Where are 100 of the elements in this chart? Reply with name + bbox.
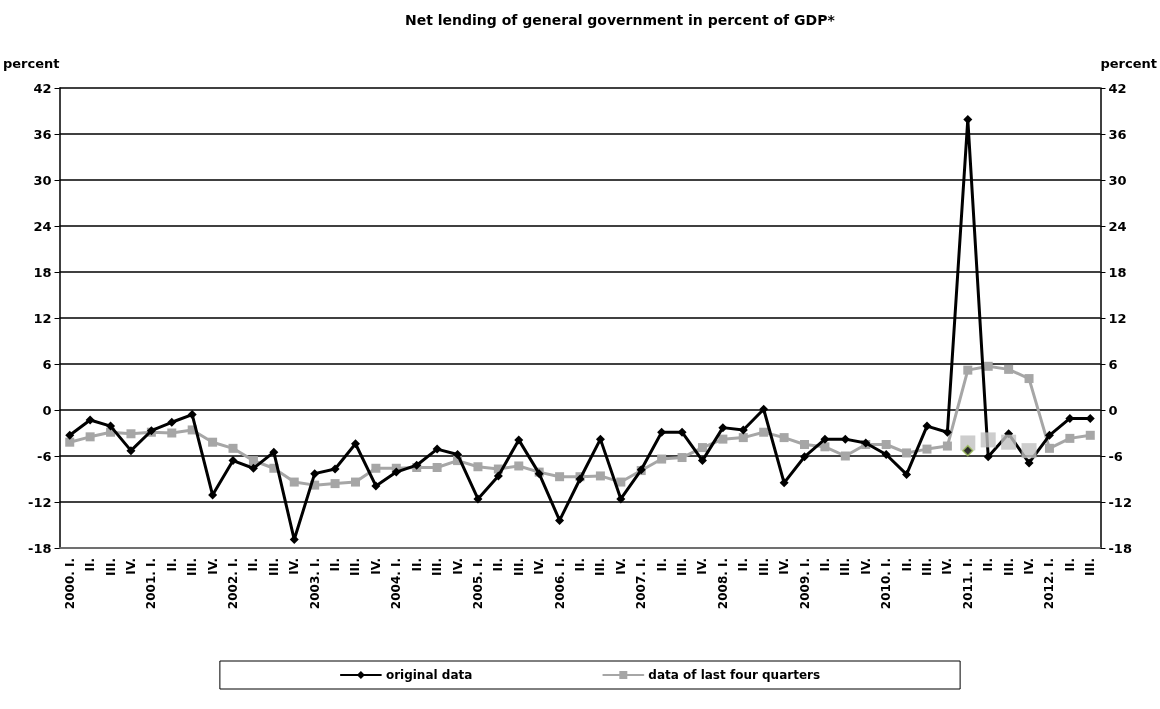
x-tick-label: IV. bbox=[287, 558, 302, 575]
x-tick-label: III. bbox=[430, 558, 445, 576]
point bbox=[106, 421, 116, 431]
point bbox=[310, 469, 320, 479]
x-tick-label: II. bbox=[491, 558, 506, 572]
point bbox=[677, 427, 687, 437]
x-tick-label: III. bbox=[593, 558, 608, 576]
point bbox=[514, 435, 524, 445]
y-tick-label: 42 bbox=[33, 80, 52, 96]
x-tick-label: II. bbox=[328, 558, 343, 572]
x-tick-label: 2004. I. bbox=[389, 558, 404, 610]
x-tick-label: II. bbox=[409, 558, 424, 572]
x-tick-label: IV. bbox=[123, 558, 138, 575]
x-tick-label: III. bbox=[1001, 558, 1016, 576]
point bbox=[1024, 458, 1034, 468]
point bbox=[881, 449, 891, 459]
y2-tick-label: 18 bbox=[1108, 264, 1127, 280]
x-tick-label: IV. bbox=[1022, 558, 1037, 575]
x-tick-label: II. bbox=[899, 558, 914, 572]
point bbox=[85, 432, 95, 442]
point bbox=[350, 439, 360, 449]
x-tick-label: III. bbox=[675, 558, 690, 576]
point bbox=[983, 452, 993, 462]
point bbox=[473, 494, 483, 504]
point bbox=[167, 428, 177, 438]
point bbox=[983, 361, 993, 371]
point bbox=[677, 453, 687, 463]
legend-label: data of last four quarters bbox=[648, 668, 821, 682]
point bbox=[922, 444, 932, 454]
point bbox=[595, 471, 605, 481]
x-tick-label: 2003. I. bbox=[307, 558, 322, 610]
x-tick-label: 2008. I. bbox=[715, 558, 730, 610]
point bbox=[840, 451, 850, 461]
point bbox=[85, 415, 95, 425]
point bbox=[840, 434, 850, 444]
point bbox=[902, 469, 912, 479]
y2-axis-title: percent bbox=[1100, 56, 1158, 71]
x-tick-label: II. bbox=[573, 558, 587, 572]
point bbox=[800, 452, 810, 462]
x-tick-label: IV. bbox=[368, 558, 383, 575]
point bbox=[228, 456, 238, 466]
y-tick-label: -18 bbox=[28, 540, 52, 556]
x-tick-label: III. bbox=[103, 558, 118, 576]
x-tick-label: IV. bbox=[940, 558, 955, 575]
point bbox=[289, 477, 299, 487]
x-tick-label: III. bbox=[266, 558, 281, 576]
point bbox=[820, 442, 830, 452]
y2-tick-label: 12 bbox=[1108, 310, 1127, 326]
x-tick-label: IV. bbox=[450, 558, 465, 575]
x-tick-label: II. bbox=[736, 558, 751, 572]
point bbox=[330, 479, 340, 489]
x-tick-label: 2006. I. bbox=[552, 558, 567, 610]
x-tick-label: II. bbox=[981, 558, 996, 572]
y2-tick-label: 42 bbox=[1108, 80, 1127, 96]
chart-title: Net lending of general government in percent of GDP* bbox=[405, 12, 836, 28]
point bbox=[800, 440, 810, 449]
point bbox=[391, 467, 401, 477]
point bbox=[1085, 430, 1095, 440]
x-tick-label: III. bbox=[838, 558, 853, 576]
y-tick-label: 0 bbox=[42, 402, 52, 418]
point bbox=[942, 427, 952, 437]
point bbox=[616, 494, 626, 504]
point bbox=[1044, 430, 1054, 440]
point bbox=[473, 462, 483, 472]
point bbox=[493, 471, 503, 481]
point bbox=[1004, 364, 1014, 374]
x-tick-label: III. bbox=[919, 558, 934, 576]
x-tick-label: IV. bbox=[695, 558, 710, 575]
point bbox=[1001, 434, 1017, 450]
point bbox=[1065, 433, 1075, 443]
y2-tick-label: -18 bbox=[1108, 540, 1132, 556]
x-tick-label: III. bbox=[511, 558, 526, 576]
point bbox=[555, 472, 565, 482]
x-tick-label: II. bbox=[246, 558, 261, 572]
point bbox=[248, 463, 258, 473]
y2-tick-label: 6 bbox=[1108, 356, 1118, 372]
point bbox=[350, 477, 360, 487]
x-tick-label: IV. bbox=[613, 558, 628, 575]
point bbox=[718, 423, 728, 433]
point bbox=[779, 433, 789, 443]
y-tick-label: 18 bbox=[33, 264, 52, 280]
point bbox=[453, 449, 463, 459]
point bbox=[167, 417, 177, 427]
y-tick-label: 12 bbox=[33, 310, 52, 326]
point bbox=[432, 444, 442, 454]
x-tick-label: 2005. I. bbox=[470, 558, 485, 610]
point bbox=[1024, 374, 1034, 384]
point bbox=[1044, 443, 1054, 453]
point bbox=[759, 404, 769, 414]
x-tick-label: II. bbox=[164, 558, 179, 572]
point bbox=[980, 432, 996, 448]
point bbox=[432, 463, 442, 472]
point bbox=[330, 464, 340, 474]
x-tick-label: 2012. I. bbox=[1042, 558, 1057, 610]
point bbox=[269, 447, 279, 457]
point bbox=[65, 437, 75, 447]
x-tick-label: IV. bbox=[532, 558, 547, 575]
x-tick-label: 2000. I. bbox=[62, 558, 77, 610]
point bbox=[126, 446, 136, 456]
x-tick-label: II. bbox=[817, 558, 832, 572]
